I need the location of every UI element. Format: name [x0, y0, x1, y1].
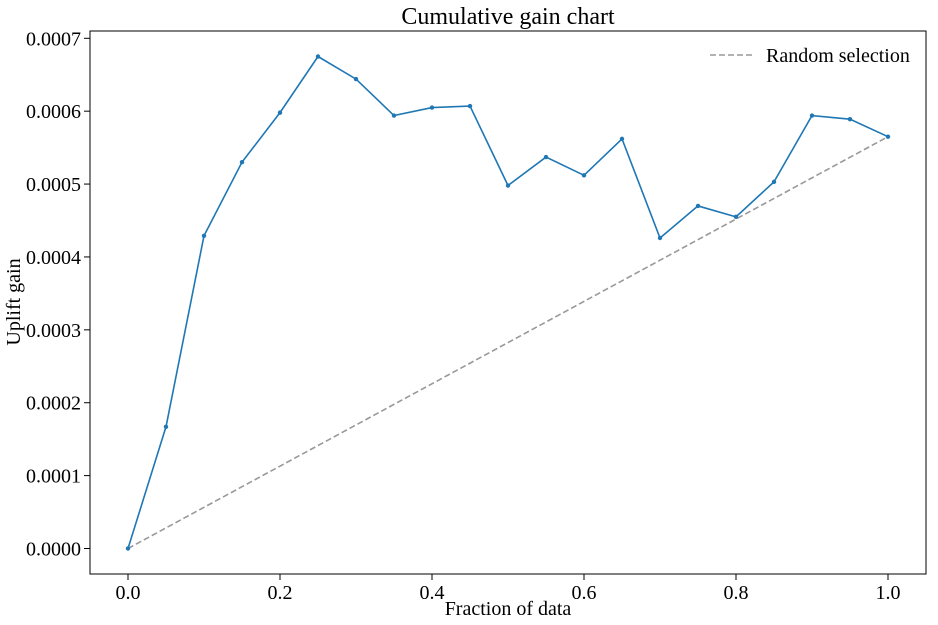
x-tick-label: 0.6 [572, 582, 597, 604]
uplift-gain-point [315, 54, 321, 59]
y-tick-label: 0.0005 [26, 174, 81, 196]
uplift-gain-line [127, 55, 889, 549]
x-tick-label: 0.8 [724, 582, 749, 604]
plot-area [125, 54, 891, 551]
x-tick-label: 0.0 [116, 582, 141, 604]
x-tick-label: 1.0 [876, 582, 901, 604]
x-tick-label: 0.4 [420, 582, 445, 604]
uplift-gain-point [125, 546, 131, 551]
uplift-gain-point [201, 233, 207, 239]
uplift-gain-point [771, 179, 777, 185]
uplift-gain-point [505, 183, 511, 188]
uplift-gain-point [847, 116, 853, 122]
uplift-gain-point [543, 154, 549, 160]
random-selection-line [127, 135, 889, 550]
uplift-gain-point [809, 113, 815, 118]
legend: Random selection [710, 45, 910, 67]
y-tick-label: 0.0001 [26, 466, 81, 488]
x-axis-label: Fraction of data [445, 598, 572, 620]
y-tick-label: 0.0007 [26, 28, 81, 50]
x-tick-label: 0.2 [268, 582, 293, 604]
uplift-gain-point [733, 214, 739, 220]
uplift-gain-point [695, 203, 701, 209]
uplift-gain-point [353, 76, 359, 82]
x-axis: 0.0 0.2 0.4 0.6 0.8 1.0 [116, 574, 901, 604]
y-tick-label: 0.0006 [26, 101, 81, 123]
y-axis-label: Uplift gain [3, 258, 25, 345]
uplift-gain-point [239, 159, 245, 165]
uplift-gain-point [581, 173, 587, 178]
y-axis: 0.0000 0.0001 0.0002 0.0003 0.0004 0.0005 0.00… [26, 28, 90, 560]
legend-random-selection-label: Random selection [766, 45, 910, 67]
uplift-gain-point [277, 110, 283, 115]
y-tick-label: 0.0000 [26, 538, 81, 560]
uplift-gain-point [391, 113, 397, 118]
uplift-gain-point [657, 235, 663, 241]
axes-frame [89, 30, 927, 575]
uplift-gain-point [163, 424, 169, 429]
uplift-gain-point [429, 105, 435, 110]
uplift-gain-point [467, 103, 473, 109]
y-tick-label: 0.0004 [26, 247, 81, 269]
y-tick-label: 0.0002 [26, 393, 81, 415]
y-tick-label: 0.0003 [26, 320, 81, 342]
chart-title: Cumulative gain chart [401, 4, 615, 30]
uplift-gain-point [885, 134, 891, 139]
uplift-gain-point [619, 136, 625, 142]
